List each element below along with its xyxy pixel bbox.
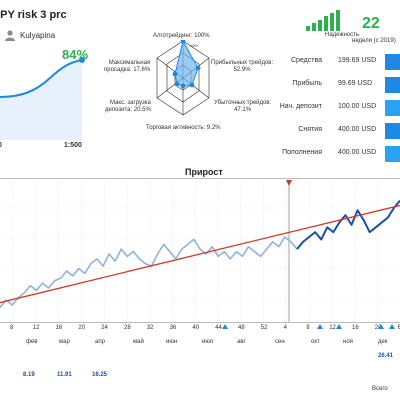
mini-growth-point (79, 57, 85, 63)
marker-triangle (317, 324, 323, 329)
growth-line-history (0, 236, 298, 308)
bottom-value: 26.41 (378, 353, 394, 359)
account-title[interactable]: JPY risk 3 prc (0, 9, 67, 21)
month-label: май (133, 339, 144, 345)
stat-row-deposits: Пополнения 400.00 USD (282, 145, 400, 165)
week-tick-label: 44 (215, 325, 222, 331)
bottom-value: 16.25 (92, 372, 108, 378)
week-tick-label: 48 (238, 325, 245, 331)
week-tick-label: 12 (32, 325, 40, 331)
bottom-value: 8.19 (23, 372, 35, 378)
week-tick-label: 8 (10, 325, 14, 331)
stat-name: Прибыль (292, 80, 322, 87)
week-tick-label: 28 (124, 325, 131, 331)
stat-row-withdrawals: Снятия 400.00 USD (282, 122, 400, 142)
radar-label-loss: Убыточных трейдов: 47.1% (214, 100, 272, 113)
radar-label-algo: Алготрейдинг: 100% (153, 33, 210, 39)
user-icon (5, 30, 15, 41)
week-tick-label: 60 (397, 325, 400, 331)
radar-label-profit: Прибыльных трейдов: 52.9% (211, 60, 274, 73)
stat-row-profit: Прибыль 99.69 USD (282, 76, 400, 96)
weeks-value: 22 (362, 15, 380, 32)
marker-triangle (222, 324, 228, 329)
week-tick-label: 20 (78, 325, 86, 331)
author-name[interactable]: Kulyapina (20, 31, 56, 40)
stat-value: 400.00 USD (338, 126, 377, 133)
stat-bar (385, 146, 400, 162)
radar-scale-label: 100+ (190, 43, 200, 48)
event-markers (222, 324, 395, 329)
stat-value: 199.69 USD (338, 57, 377, 64)
month-label: мар (59, 339, 70, 345)
stat-bar (385, 123, 400, 139)
bottom-value: 11.91 (57, 372, 72, 378)
month-label: июл (202, 339, 214, 345)
month-label: авг (237, 339, 246, 345)
stat-row-equity: Средства 199.69 USD (282, 53, 400, 73)
month-label: окт (311, 339, 320, 345)
month-label: ноя (343, 339, 353, 345)
mini-growth-area (0, 60, 82, 140)
marker-triangle (378, 324, 384, 329)
stat-name: Средства (290, 57, 322, 64)
radar-chart (156, 40, 210, 116)
stat-bar (385, 77, 400, 93)
week-tick-label: 36 (169, 325, 177, 331)
stat-value: 99.69 USD (338, 80, 373, 87)
current-week-arrow (286, 180, 292, 186)
month-label: июн (166, 339, 178, 345)
week-tick-label: 12 (329, 325, 336, 331)
week-tick-label: 20 (374, 325, 382, 331)
total-label: Всего (372, 386, 388, 392)
week-tick-label: 8 (306, 325, 310, 331)
stat-row-initial-deposit: Нач. депозит 100.00 USD (279, 99, 400, 119)
month-label: сен (275, 339, 285, 345)
stat-name: Снятия (298, 126, 322, 133)
week-tick-label: 32 (146, 325, 154, 331)
month-label: дек (378, 339, 388, 345)
reliability-label: Надежность (325, 32, 359, 38)
week-tick-label: 16 (55, 325, 63, 331)
reliability-bars-icon (306, 10, 340, 31)
leverage-value: 1:500 (64, 142, 82, 149)
growth-line-recent (296, 199, 400, 250)
trend-line (0, 204, 400, 304)
stat-name: Пополнения (282, 149, 322, 156)
week-tick-label: 4 (283, 325, 287, 331)
mini-growth-line (0, 59, 83, 98)
week-tick-label: 24 (101, 325, 108, 331)
radar-label-maxdd: Максимальная просадка: 17.6% (104, 60, 151, 73)
month-label: фев (26, 339, 38, 345)
week-tick-label: 40 (192, 325, 200, 331)
growth-chart[interactable] (0, 178, 400, 328)
stat-name: Нач. депозит (279, 103, 322, 110)
month-label: апр (95, 339, 105, 345)
chart-title: Прирост (185, 167, 223, 177)
marker-triangle (336, 324, 342, 329)
stat-value: 400.00 USD (338, 149, 377, 156)
weeks-label: недели (с 2019) (352, 38, 396, 44)
radar-label-activity: Торговая активность: 9.2% (146, 125, 221, 131)
stat-value: 100.00 USD (338, 103, 377, 110)
mini-growth-chart (0, 57, 85, 140)
week-tick-label: 52 (260, 325, 268, 331)
marker-triangle (389, 324, 395, 329)
stat-bar (385, 100, 400, 116)
week-tick-label: 16 (352, 325, 359, 331)
growth-percent: 84% (62, 47, 89, 62)
leverage-left: 0 (0, 142, 2, 149)
radar-label-deposit-load: Макс. загрузка депозита: 20.5% (105, 100, 151, 113)
stat-bar (385, 54, 400, 70)
